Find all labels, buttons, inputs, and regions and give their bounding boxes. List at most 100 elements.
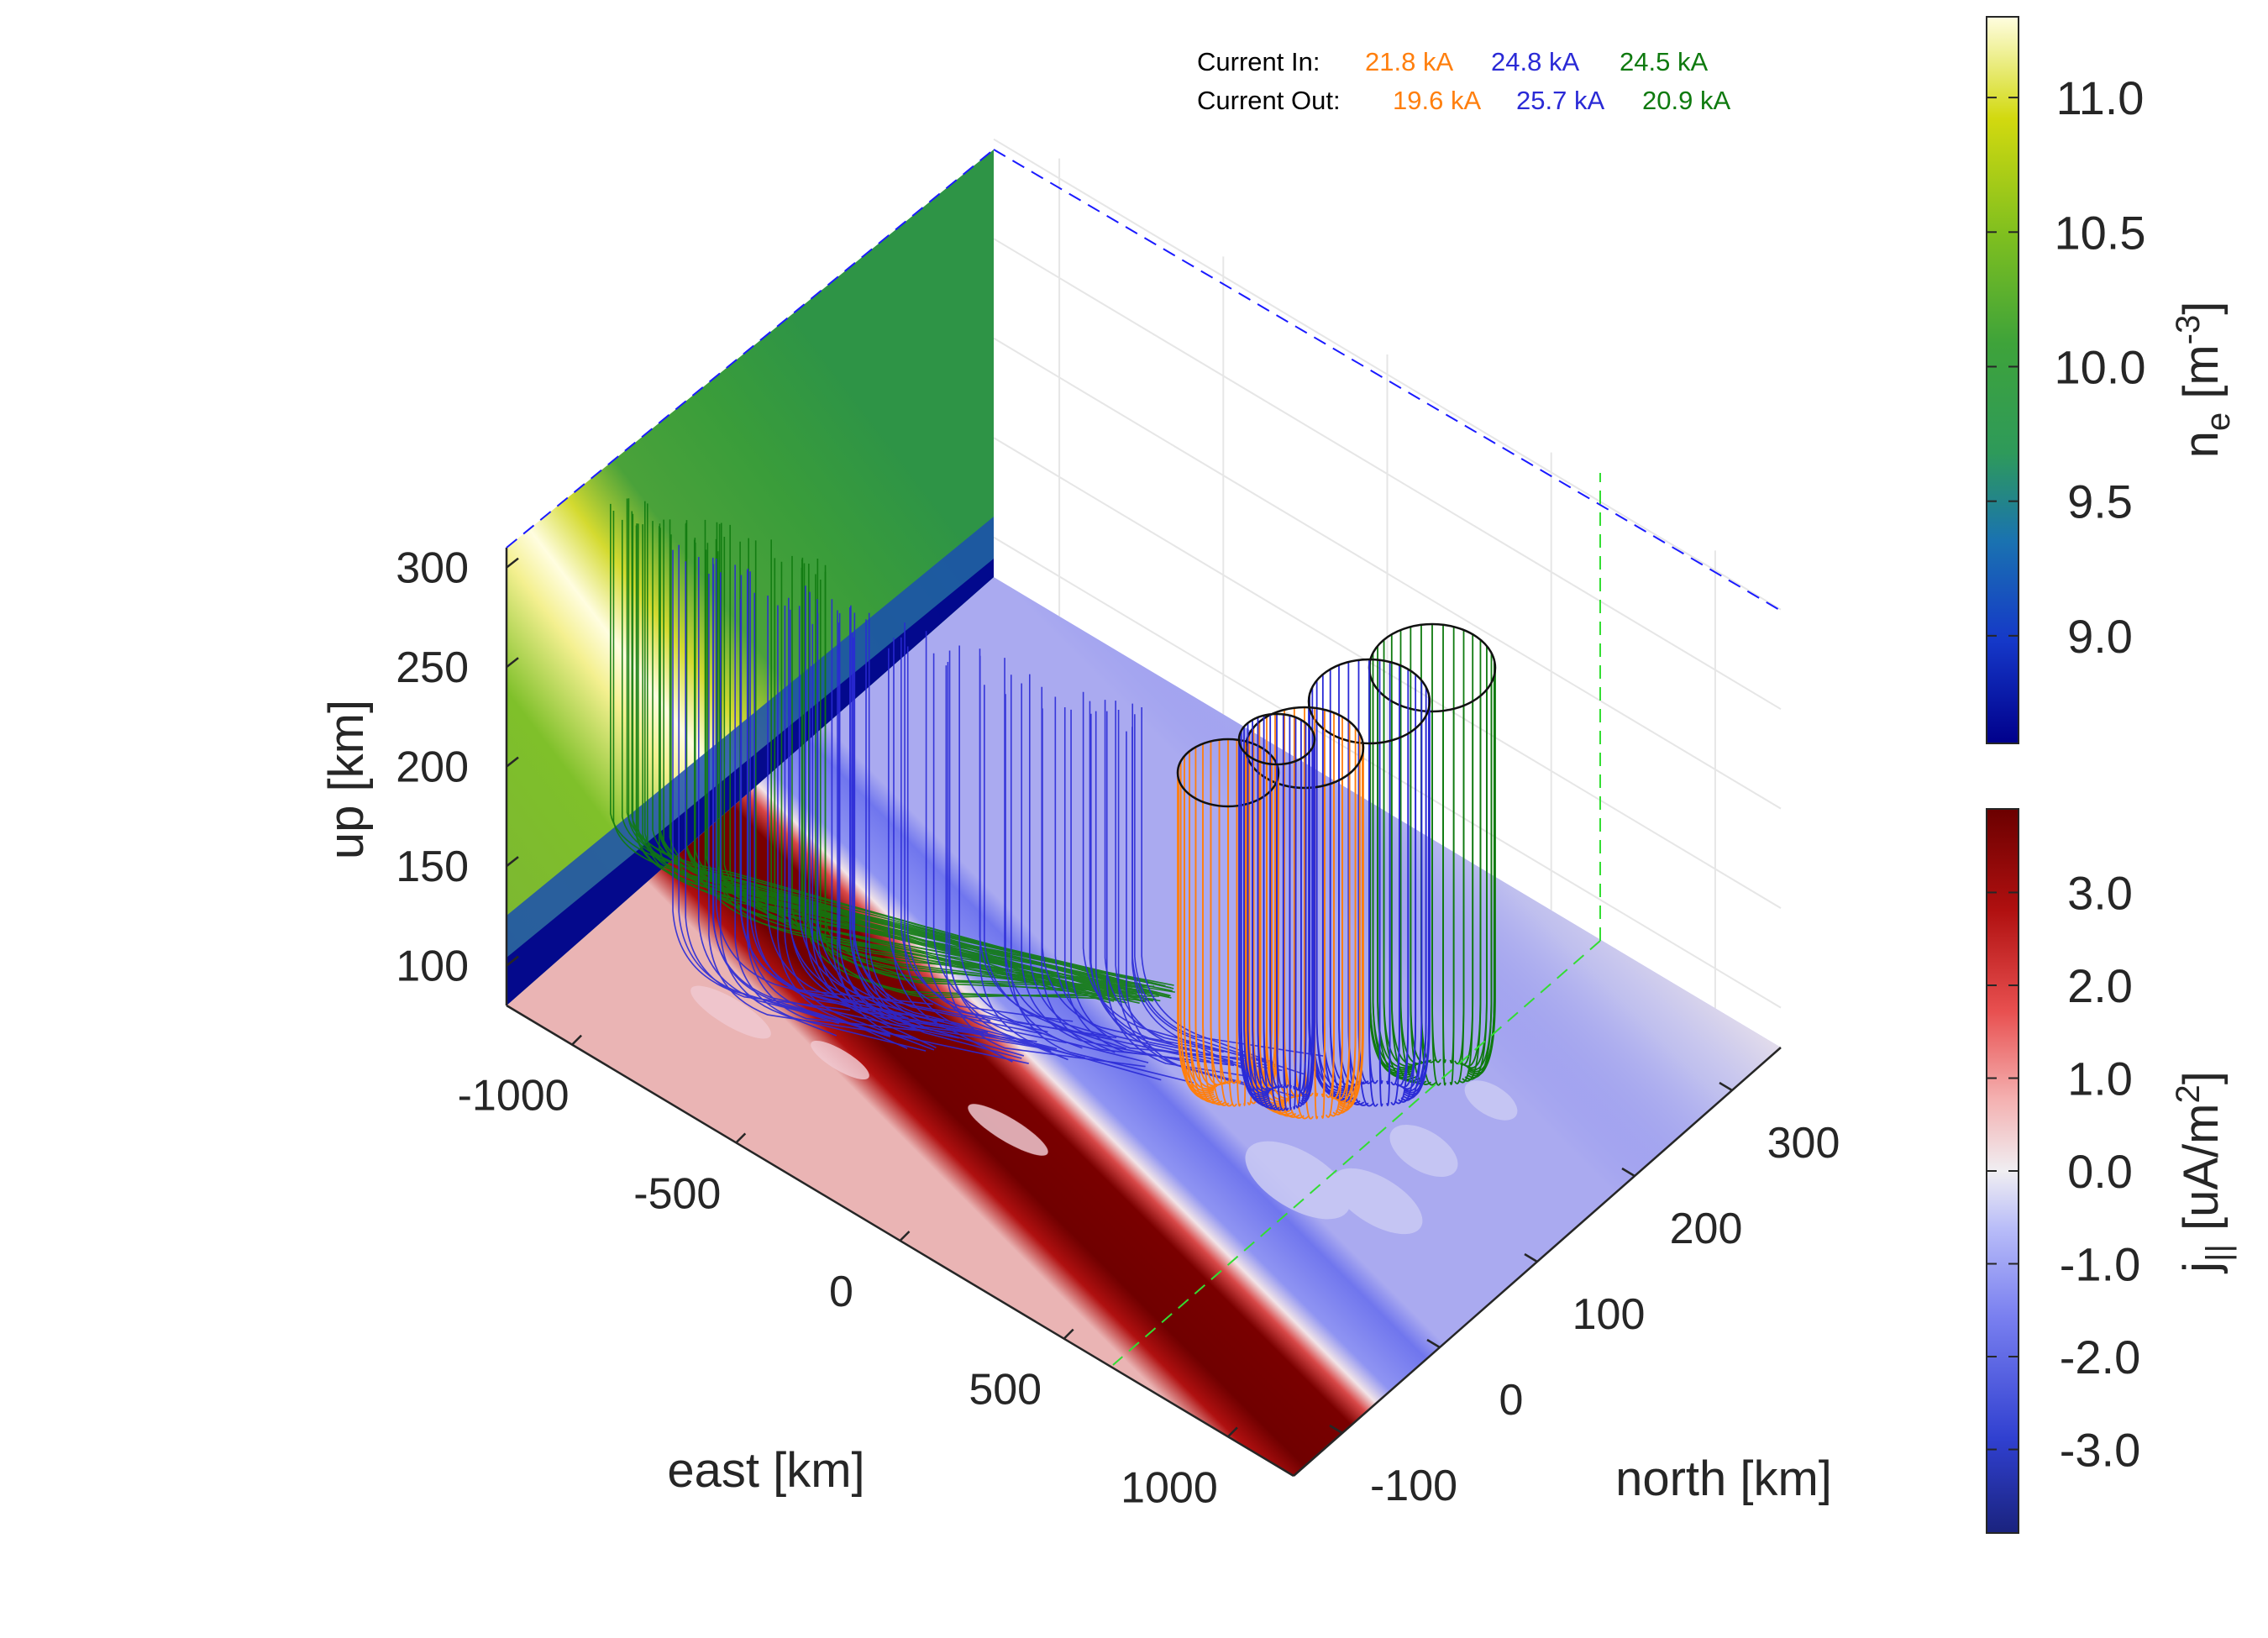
tube-blue-back-line bbox=[1252, 720, 1275, 1091]
field-line-tubes bbox=[610, 498, 1497, 1120]
tube-blue-front-line bbox=[1394, 669, 1410, 1087]
tube-blue-front-line bbox=[1390, 664, 1400, 1086]
tube-blue-front-line bbox=[1368, 659, 1378, 1084]
north-tick-mark bbox=[1426, 1338, 1441, 1349]
tube-orange-back-line bbox=[1179, 761, 1216, 1092]
tube-green-front-line bbox=[1464, 646, 1488, 1069]
tube-blue-back-line bbox=[1269, 714, 1284, 1089]
field-line-blue bbox=[1028, 674, 1210, 1063]
east-tick-mark bbox=[1227, 1426, 1238, 1438]
tube-blue-back-line bbox=[1263, 715, 1280, 1089]
colorbar-tick-label: 9.0 bbox=[2067, 610, 2133, 663]
tube-orange-front-line bbox=[1337, 733, 1361, 1105]
colorbar-jpar-ticks: 3.0 2.0 1.0 0.0 -1.0 -2.0 -3.0 bbox=[1987, 866, 2141, 1477]
tube-green-front-line bbox=[1431, 624, 1441, 1063]
tube-orange-back-line bbox=[1189, 751, 1220, 1089]
tube-orange-back-line bbox=[1210, 741, 1230, 1085]
field-line-blue bbox=[838, 613, 1037, 1042]
colorbar-tick-label: 9.5 bbox=[2067, 475, 2133, 528]
field-line-blue bbox=[747, 568, 891, 1037]
tube-blue-back-line bbox=[1295, 720, 1302, 1091]
tube-orange-front-line bbox=[1320, 709, 1326, 1098]
tube-green-front-line bbox=[1467, 659, 1495, 1073]
field-line-green bbox=[612, 510, 1166, 987]
tube-blue-front-line bbox=[1400, 680, 1423, 1090]
field-line-blue bbox=[1021, 683, 1193, 1063]
east-tick-label: -1000 bbox=[458, 1072, 570, 1121]
up-tick-mark bbox=[506, 657, 519, 669]
east-tick-label: -500 bbox=[633, 1169, 721, 1218]
field-line-blue bbox=[739, 599, 933, 1005]
north-tick-mark bbox=[1524, 1252, 1538, 1263]
tube-orange-back-line bbox=[1184, 756, 1218, 1090]
tube-orange-back-line bbox=[1194, 747, 1223, 1087]
field-line-green bbox=[669, 519, 1158, 995]
field-line-green bbox=[636, 523, 1111, 995]
tube-blue-back-line bbox=[1300, 730, 1314, 1096]
colorbar-tick-label: 2.0 bbox=[2067, 959, 2133, 1012]
field-line-blue bbox=[1095, 711, 1283, 1072]
colorbar-tick-label: -2.0 bbox=[2060, 1331, 2141, 1383]
legend-out-label: Current Out: bbox=[1197, 86, 1341, 115]
colorbar-ne-ticks: 11.0 10.5 10.0 9.5 9.0 bbox=[1987, 71, 2146, 663]
tube-green-front-line bbox=[1442, 624, 1446, 1063]
legend-in-label: Current In: bbox=[1197, 47, 1320, 76]
tube-orange-front-line bbox=[1335, 727, 1357, 1103]
tube-blue-back-line bbox=[1240, 730, 1270, 1096]
field-line-blue bbox=[1134, 714, 1324, 1057]
field-line-blue bbox=[1063, 707, 1235, 1067]
field-line-blue bbox=[851, 632, 1042, 1035]
tube-blue-front-line bbox=[1347, 662, 1369, 1085]
field-line-blue bbox=[798, 606, 932, 1032]
colorbar-tick-label: 0.0 bbox=[2067, 1145, 2133, 1198]
tube-blue-back-line bbox=[1282, 714, 1289, 1089]
field-line-blue bbox=[749, 571, 888, 1021]
field-line-green bbox=[631, 511, 1136, 984]
tube-blue-back-line bbox=[1276, 714, 1286, 1089]
tube-blue-back-cap bbox=[1237, 712, 1316, 766]
colorbar-tick-label: -1.0 bbox=[2060, 1238, 2141, 1291]
colorbar-tick-label: 11.0 bbox=[2056, 71, 2145, 124]
field-line-blue bbox=[1041, 686, 1229, 1065]
tube-green-front-line bbox=[1467, 653, 1493, 1071]
east-tick-label: 500 bbox=[969, 1366, 1042, 1415]
tube-orange-front-line bbox=[1329, 717, 1343, 1100]
up-tick-label: 200 bbox=[396, 743, 469, 792]
legend-in-value-green: 24.5 kA bbox=[1620, 47, 1708, 76]
tube-orange-back-line bbox=[1236, 739, 1242, 1084]
field-line-blue bbox=[932, 653, 1083, 1049]
up-tick-label: 150 bbox=[396, 843, 469, 891]
field-line-blue bbox=[685, 561, 851, 1011]
floor-patches bbox=[690, 985, 1048, 1156]
north-tick-label: 300 bbox=[1767, 1119, 1840, 1168]
field-lines-blue bbox=[672, 544, 1324, 1097]
field-line-blue bbox=[712, 564, 891, 1037]
colorbar-jpar: 3.0 2.0 1.0 0.0 -1.0 -2.0 -3.0 j|| [uA/m2] bbox=[1986, 808, 2237, 1534]
floor-light-patches bbox=[1245, 1080, 1518, 1235]
legend-in-value-orange: 21.8 kA bbox=[1365, 47, 1453, 76]
legend-in-value-blue: 24.8 kA bbox=[1491, 47, 1579, 76]
tube-green-front-line bbox=[1457, 634, 1474, 1066]
east-tick-label: 0 bbox=[829, 1268, 853, 1316]
colorbar-tick-label: 10.5 bbox=[2055, 206, 2146, 259]
east-tick-label: 1000 bbox=[1121, 1463, 1218, 1512]
tube-blue-back-line bbox=[1289, 715, 1292, 1089]
field-line-blue bbox=[1042, 708, 1200, 1053]
tube-blue-front-cap bbox=[1307, 658, 1431, 745]
tube-blue-back-line bbox=[1301, 734, 1315, 1098]
tube-orange-back-line bbox=[1202, 743, 1226, 1086]
field-line-blue bbox=[906, 646, 1110, 1039]
tube-green-front-line bbox=[1449, 627, 1455, 1064]
north-tick-mark bbox=[1329, 1424, 1343, 1435]
field-line-blue bbox=[948, 650, 1068, 1061]
north-tick-label: 200 bbox=[1670, 1205, 1743, 1253]
field-line-green bbox=[808, 564, 1152, 1001]
dashed-lines bbox=[506, 149, 1782, 1366]
tube-blue-front-line bbox=[1386, 662, 1391, 1085]
field-line-blue bbox=[853, 612, 1058, 1050]
field-line-blue bbox=[925, 631, 1052, 1053]
field-line-blue bbox=[945, 665, 1146, 1068]
north-tick-label: -100 bbox=[1370, 1462, 1457, 1510]
tube-blue-front-line bbox=[1321, 674, 1357, 1089]
